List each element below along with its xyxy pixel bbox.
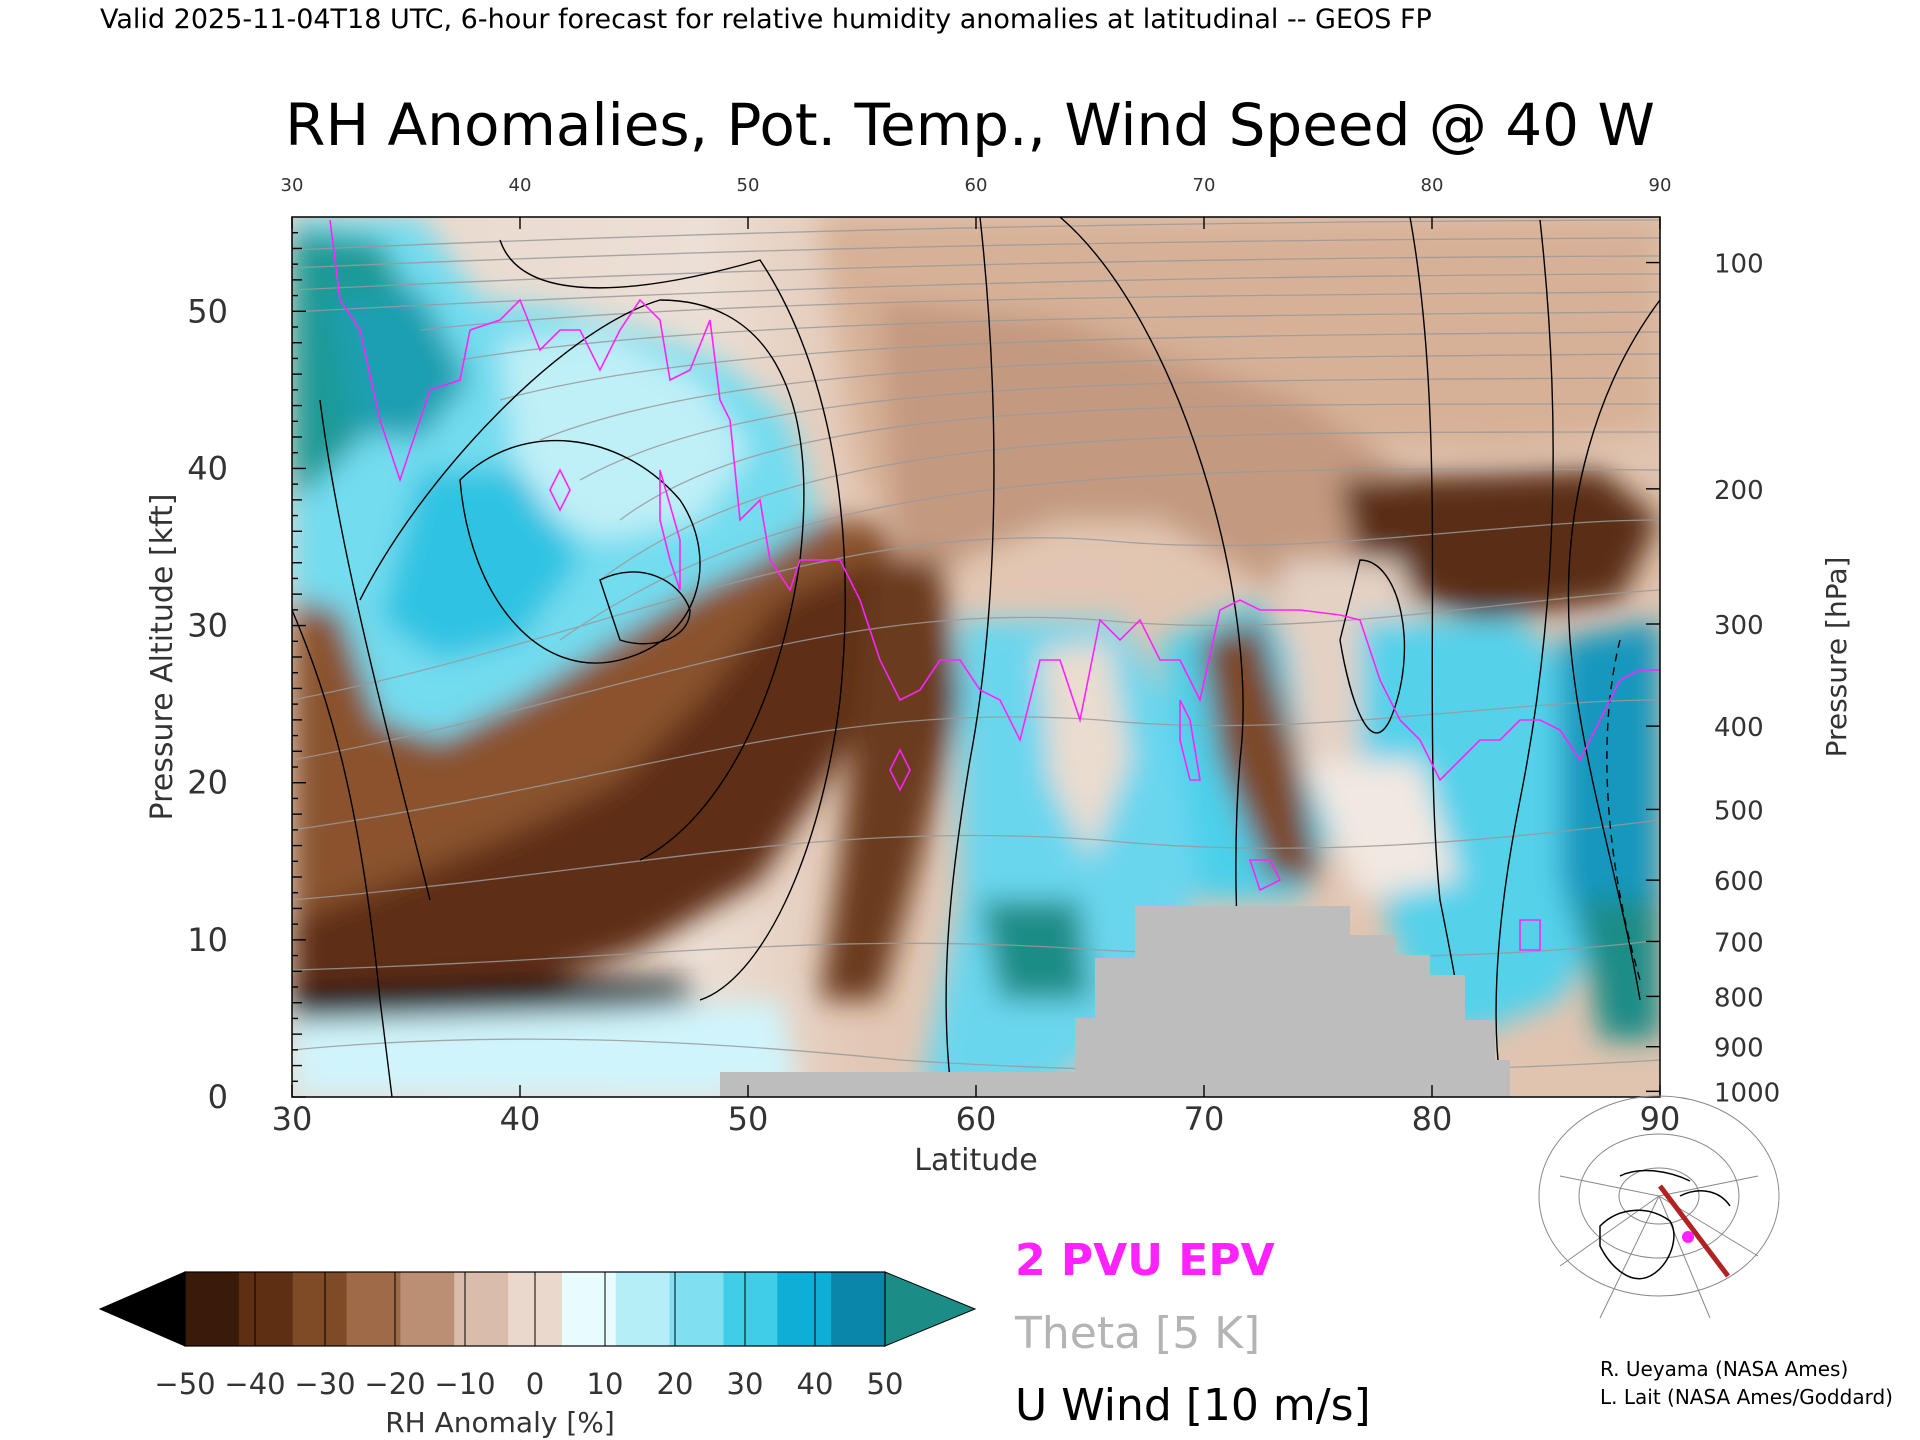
colorbar-swatch — [723, 1272, 778, 1346]
y-tick-label: 20 — [187, 764, 228, 802]
y-axis-label-right: Pressure [hPa] — [1820, 557, 1853, 758]
colorbar-tick-label: 30 — [727, 1367, 764, 1401]
colorbar-tick-label: 40 — [797, 1367, 834, 1401]
colorbar-swatch — [238, 1272, 294, 1346]
pressure-tick-label: 200 — [1714, 476, 1764, 506]
pressure-tick-label: 400 — [1714, 713, 1764, 743]
colorbar-swatches — [98, 1271, 977, 1347]
y-axis-right-pressure: 100 200 300 400 500 600 700 800 900 1000 — [1714, 250, 1780, 1109]
legend-theta: Theta [5 K] — [1014, 1308, 1260, 1359]
colorbar-swatch — [346, 1272, 401, 1346]
x-tick-label: 60 — [956, 1100, 997, 1138]
colorbar-label: RH Anomaly [%] — [385, 1406, 615, 1439]
x-tick-label: 50 — [728, 1100, 769, 1138]
pressure-tick-label: 500 — [1714, 796, 1764, 826]
colorbar-tick-label: −20 — [364, 1367, 425, 1401]
colorbar-swatch — [561, 1272, 617, 1346]
colorbar-swatch — [669, 1272, 724, 1346]
x-tick-label: 30 — [272, 1100, 313, 1138]
x-tick-label-top: 50 — [737, 175, 760, 196]
x-tick-label-top: 60 — [965, 175, 988, 196]
locator-map-background — [1560, 1166, 1758, 1318]
x-tick-label: 40 — [500, 1100, 541, 1138]
x-tick-label-top: 80 — [1421, 175, 1444, 196]
pv-contour — [329, 219, 1660, 951]
y-axis-left: 0 10 20 30 40 50 — [187, 292, 228, 1116]
colorbar-under-arrow — [98, 1271, 186, 1347]
colorbar-swatch — [777, 1272, 832, 1346]
credit-line-2: L. Lait (NASA Ames/Goddard) — [1600, 1385, 1893, 1409]
colorbar-tick-label: −40 — [224, 1367, 285, 1401]
pressure-tick-label: 700 — [1714, 928, 1764, 958]
colorbar-tick-label: 50 — [867, 1367, 904, 1401]
colorbar-swatch — [292, 1272, 348, 1346]
colorbar-swatch — [615, 1272, 671, 1346]
rh-anomaly-field — [292, 217, 1660, 1097]
pressure-tick-label: 800 — [1714, 983, 1764, 1013]
colorbar-tick-label: 20 — [657, 1367, 694, 1401]
field-blobs — [292, 217, 1660, 1097]
chart-title: RH Anomalies, Pot. Temp., Wind Speed @ 4… — [285, 91, 1655, 159]
legend: 2 PVU EPV Theta [5 K] U Wind [10 m/s] — [1014, 1235, 1371, 1431]
x-axis-bottom: 30 40 50 60 70 80 90 — [272, 1100, 1681, 1138]
pressure-tick-label: 600 — [1714, 867, 1764, 897]
pressure-tick-label: 900 — [1714, 1034, 1764, 1064]
legend-pv-epv: 2 PVU EPV — [1015, 1235, 1275, 1286]
locator-map — [1538, 1095, 1780, 1319]
x-tick-label-top: 30 — [281, 175, 304, 196]
y-axis-label: Pressure Altitude [kft] — [145, 494, 180, 821]
colorbar-swatch — [831, 1272, 886, 1346]
x-tick-label: 90 — [1640, 1100, 1681, 1138]
x-tick-label: 70 — [1184, 1100, 1225, 1138]
legend-u-wind: U Wind [10 m/s] — [1015, 1380, 1371, 1431]
colorbar-swatch — [400, 1272, 455, 1346]
colorbar: −50 −40 −30 −20 −10 0 10 20 30 40 50 RH Anomaly [%… — [98, 1271, 977, 1439]
colorbar-tick-label: −30 — [294, 1367, 355, 1401]
x-tick-label: 80 — [1412, 1100, 1453, 1138]
x-axis-label: Latitude — [914, 1143, 1037, 1178]
pressure-tick-label: 1000 — [1714, 1078, 1780, 1108]
credit-line-1: R. Ueyama (NASA Ames) — [1600, 1357, 1848, 1381]
x-tick-label-top: 40 — [509, 175, 532, 196]
valid-time-header: Valid 2025-11-04T18 UTC, 6-hour forecast… — [100, 4, 1432, 35]
x-axis-top: 30 40 50 60 70 80 90 — [281, 175, 1672, 196]
terrain-mask — [720, 906, 1510, 1097]
colorbar-tick-labels: −50 −40 −30 −20 −10 0 10 20 30 40 50 — [154, 1367, 903, 1401]
colorbar-swatch — [185, 1272, 240, 1346]
axis-ticks — [291, 217, 1661, 1098]
colorbar-tick-label: 10 — [587, 1367, 624, 1401]
y-tick-label: 30 — [187, 607, 228, 645]
pressure-tick-label: 100 — [1714, 250, 1764, 280]
x-tick-label-top: 90 — [1649, 175, 1672, 196]
y-tick-label: 0 — [208, 1078, 228, 1116]
theta-contours — [292, 219, 1660, 1073]
colorbar-swatch — [454, 1272, 509, 1346]
colorbar-over-arrow — [884, 1271, 977, 1347]
y-tick-label: 10 — [187, 921, 228, 959]
x-tick-label-top: 70 — [1193, 175, 1216, 196]
y-tick-label: 50 — [187, 292, 228, 330]
colorbar-tick-label: −10 — [434, 1367, 495, 1401]
y-tick-label: 40 — [187, 449, 228, 487]
pressure-tick-label: 300 — [1714, 611, 1764, 641]
cross-section-line — [1658, 1184, 1730, 1278]
colorbar-tick-label: 0 — [526, 1367, 544, 1401]
locator-marker — [1682, 1231, 1694, 1243]
colorbar-tick-label: −50 — [154, 1367, 215, 1401]
